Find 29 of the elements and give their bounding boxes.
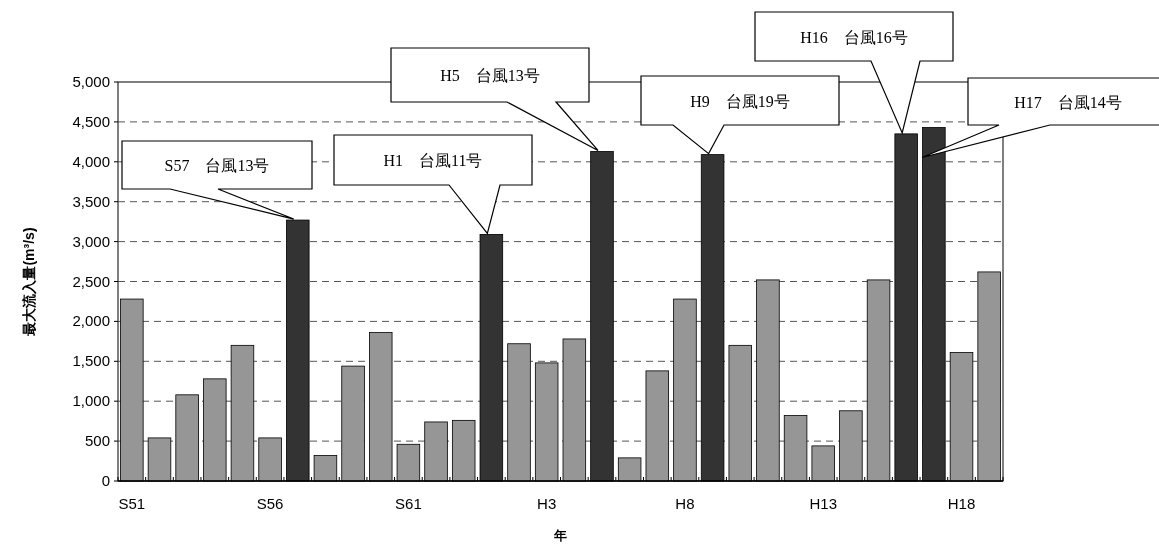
x-tick-label: H13 [809,495,837,512]
annotation: H5 台風13号 [440,67,540,84]
x-tick-label: H18 [947,495,976,512]
y-tick-label: 1,500 [72,352,110,370]
callout: S57 台風13号 [121,140,313,220]
y-tick-label: 4,000 [72,152,110,170]
annotation: H9 台風19号 [690,92,790,110]
callout: H1 台風11号 [333,134,533,235]
x-tick-label: H3 [537,495,557,512]
y-tick-label: 4,500 [72,112,110,130]
y-axis-title: 最大流入量(m³/s) [21,227,37,337]
annotation: H1 台風11号 [383,152,483,169]
x-tick-label: H8 [675,495,695,512]
y-tick-label: 3,000 [72,232,110,250]
y-tick-label: 5,000 [72,73,110,90]
x-tick-label: S61 [395,495,422,512]
y-tick-label: 500 [84,432,110,450]
y-tick-label: 2,000 [72,312,110,330]
x-axis-title: 年 [553,528,567,543]
callout: H9 台風19号 [640,75,840,155]
callout: H17 台風14号 [921,77,1159,159]
y-tick-label: 2,500 [72,272,110,290]
annotation: S57 台風13号 [164,157,270,174]
y-tick-label: 1,000 [72,392,110,410]
callout: H5 台風13号 [390,47,599,152]
y-tick-label: 0 [101,472,110,489]
y-tick-label: 3,500 [72,192,110,210]
x-tick-label: S56 [256,495,284,512]
x-tick-label: S51 [118,495,146,512]
